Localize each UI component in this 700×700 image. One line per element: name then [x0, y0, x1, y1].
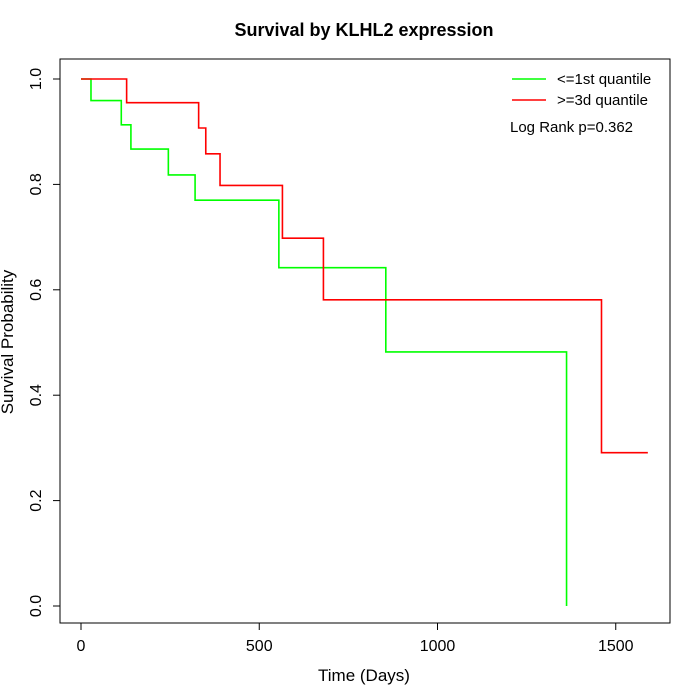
- y-tick-label: 0.8: [28, 173, 45, 195]
- y-tick-label: 1.0: [28, 68, 45, 90]
- x-axis-label: Time (Days): [318, 666, 410, 685]
- x-tick-label: 1500: [598, 638, 634, 655]
- x-tick-label: 0: [77, 638, 86, 655]
- y-tick-label: 0.6: [28, 279, 45, 301]
- plot-frame: [59, 58, 671, 624]
- legend-label-1: <=1st quantile: [557, 71, 651, 88]
- x-tick-label: 500: [246, 638, 273, 655]
- logrank-annotation: Log Rank p=0.362: [510, 119, 633, 136]
- y-axis-label: Survival Probability: [0, 269, 17, 414]
- y-tick-label: 0.0: [28, 595, 45, 617]
- legend: <=1st quantile >=3d quantile: [512, 71, 651, 109]
- series-layer: [81, 78, 648, 606]
- legend-label-2: >=3d quantile: [557, 92, 648, 109]
- series-line-2: [81, 78, 648, 454]
- chart-title: Survival by KLHL2 expression: [234, 20, 493, 40]
- y-axis: 0.0 0.2 0.4 0.6 0.8 1.0: [28, 68, 61, 617]
- series-line-1: [81, 78, 568, 606]
- x-tick-label: 1000: [420, 638, 456, 655]
- x-axis: 0 500 1000 1500: [77, 622, 634, 655]
- y-tick-label: 0.4: [28, 384, 45, 406]
- y-tick-label: 0.2: [28, 489, 45, 511]
